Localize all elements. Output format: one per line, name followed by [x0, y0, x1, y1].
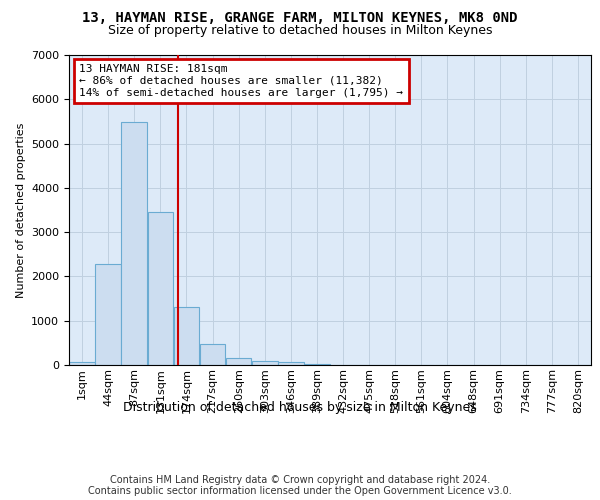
Text: Size of property relative to detached houses in Milton Keynes: Size of property relative to detached ho…	[108, 24, 492, 37]
Bar	[95, 264, 121, 365]
Bar	[304, 364, 330, 365]
Text: Contains public sector information licensed under the Open Government Licence v3: Contains public sector information licen…	[88, 486, 512, 496]
Text: Contains HM Land Registry data © Crown copyright and database right 2024.: Contains HM Land Registry data © Crown c…	[110, 475, 490, 485]
Bar	[148, 212, 173, 365]
Text: 13 HAYMAN RISE: 181sqm
← 86% of detached houses are smaller (11,382)
14% of semi: 13 HAYMAN RISE: 181sqm ← 86% of detached…	[79, 64, 403, 98]
Bar	[278, 362, 304, 365]
Bar	[121, 122, 147, 365]
Bar	[69, 362, 95, 365]
Bar	[252, 361, 278, 365]
Text: Distribution of detached houses by size in Milton Keynes: Distribution of detached houses by size …	[123, 401, 477, 414]
Bar	[200, 344, 226, 365]
Text: 13, HAYMAN RISE, GRANGE FARM, MILTON KEYNES, MK8 0ND: 13, HAYMAN RISE, GRANGE FARM, MILTON KEY…	[82, 11, 518, 25]
Y-axis label: Number of detached properties: Number of detached properties	[16, 122, 26, 298]
Bar	[226, 358, 251, 365]
Bar	[173, 307, 199, 365]
